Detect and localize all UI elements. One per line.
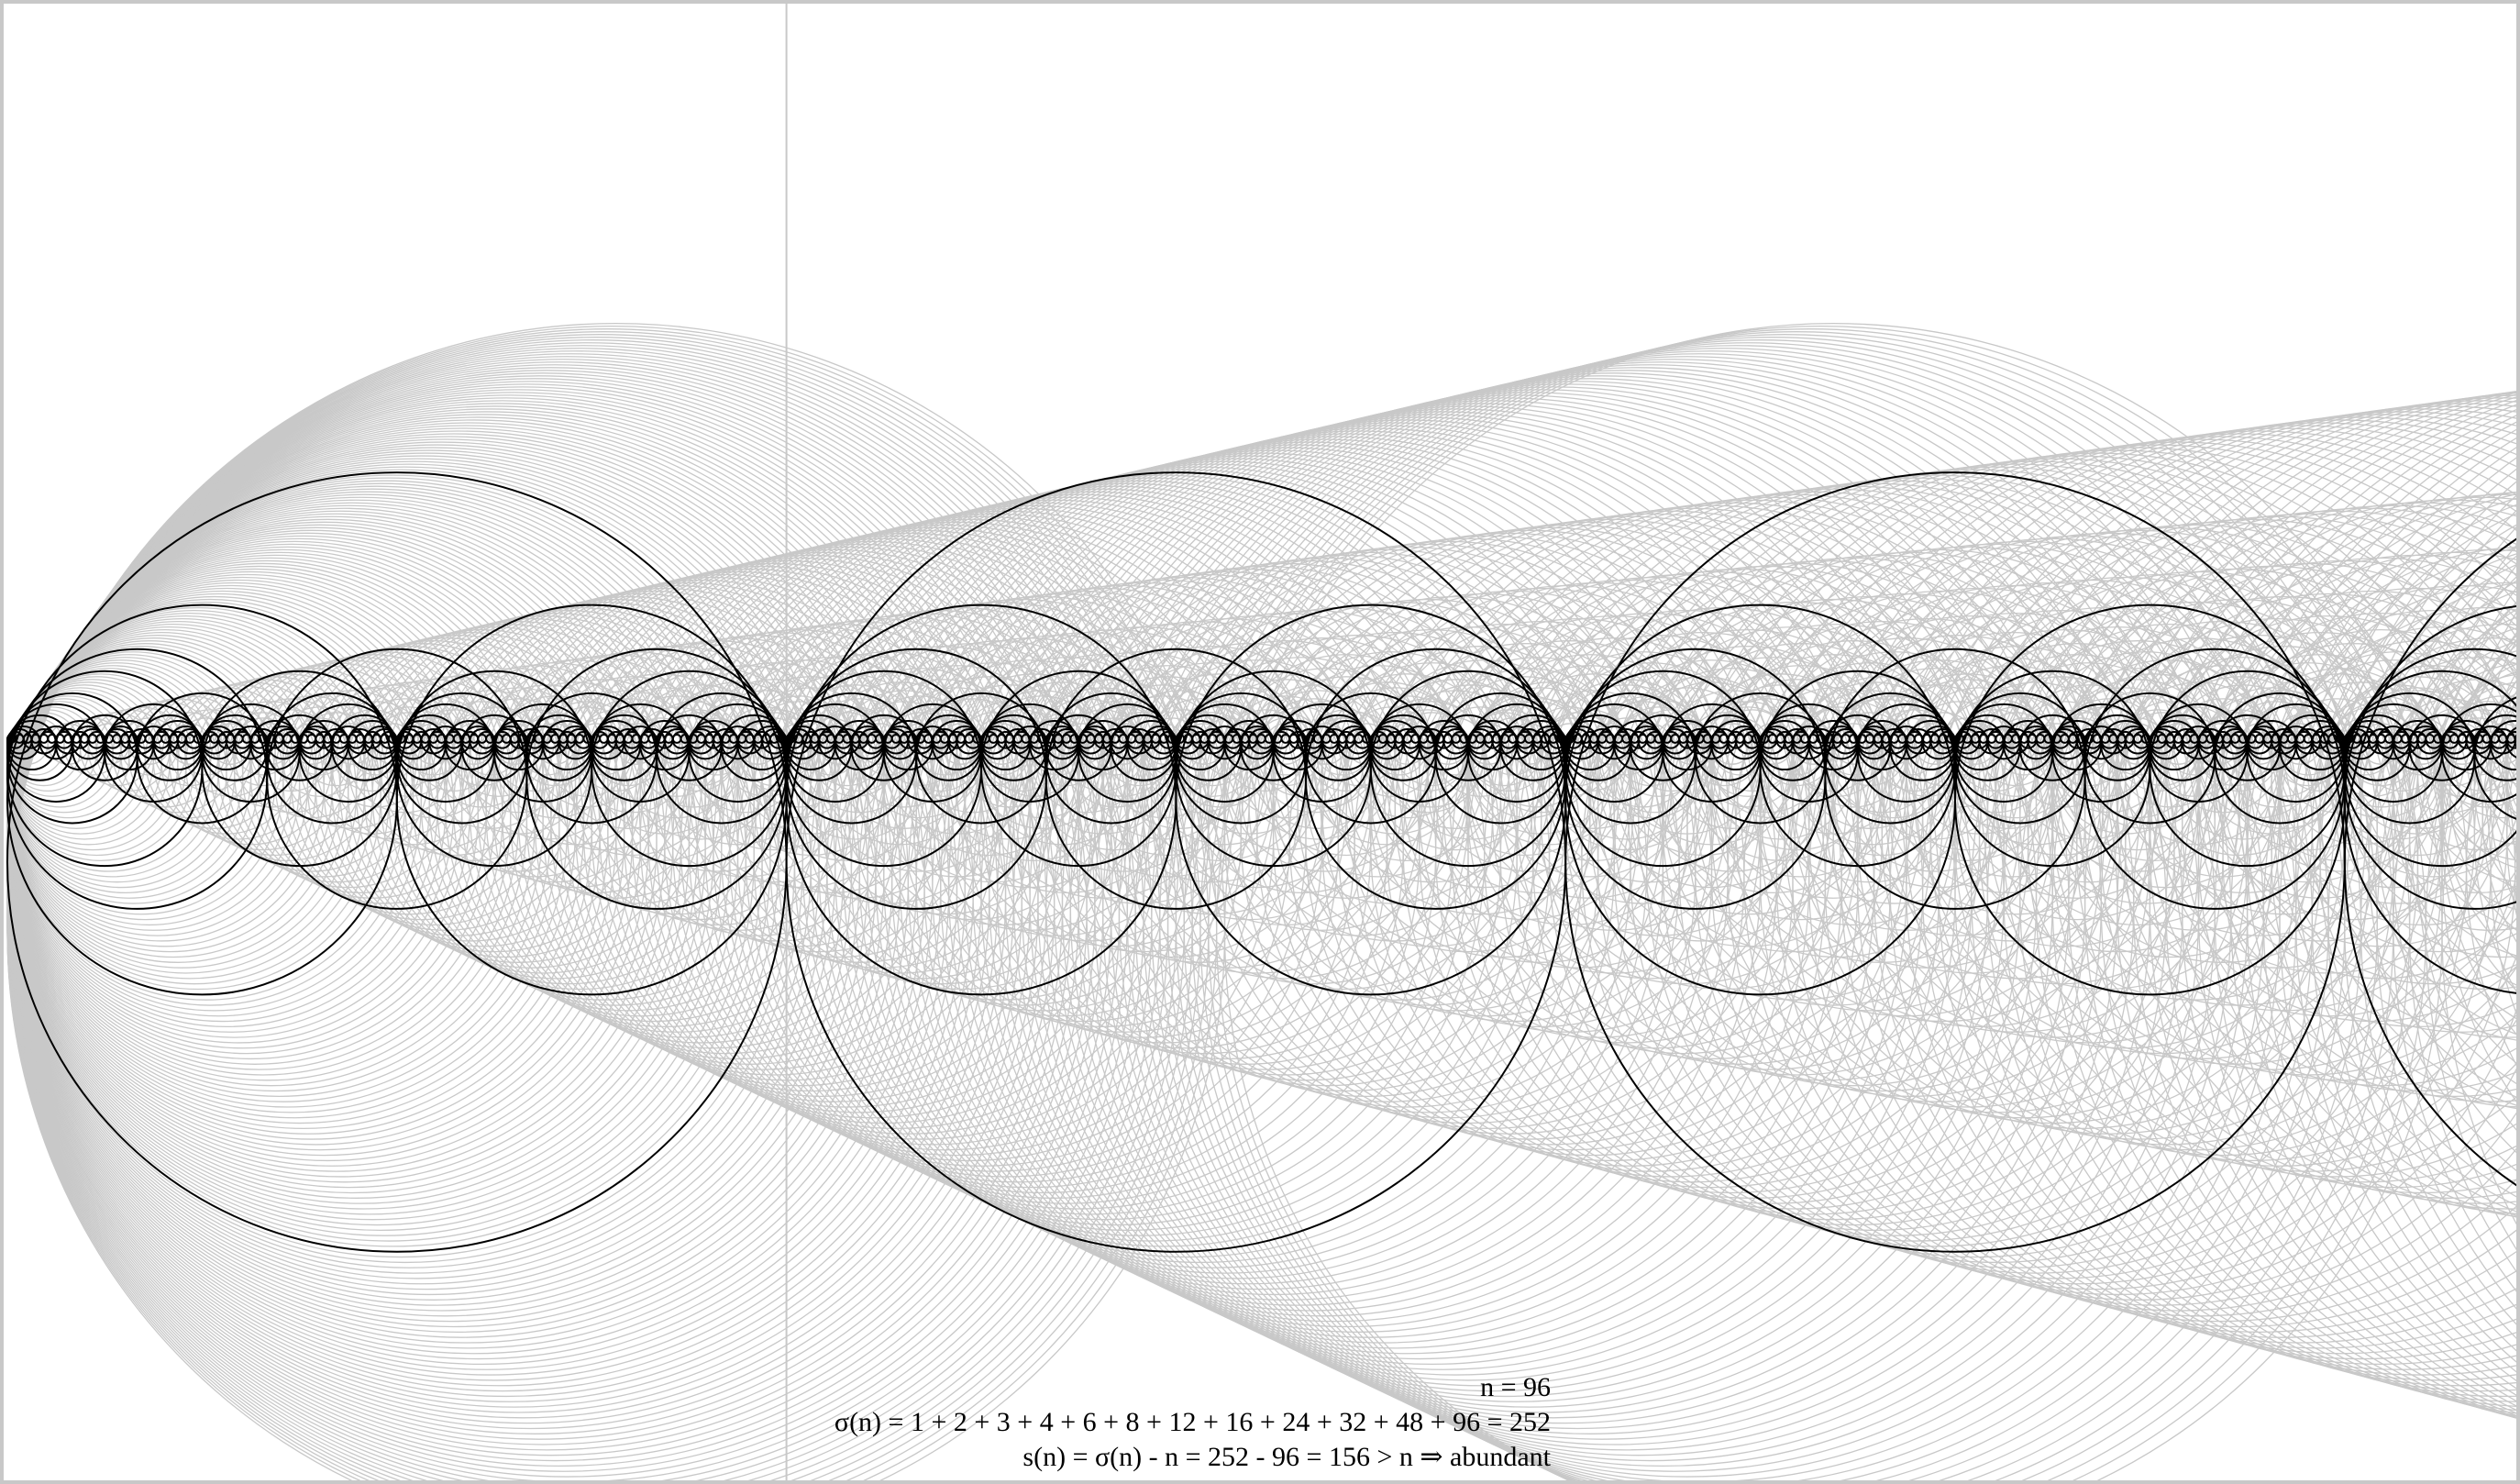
non-divisor-circle (2449, 655, 2516, 931)
non-divisor-circle (2028, 507, 2516, 1183)
non-divisor-circle (2506, 759, 2516, 916)
divisor-circle (2473, 696, 2516, 820)
non-divisor-circle (1954, 405, 2516, 1381)
non-divisor-circle (2149, 493, 2516, 1210)
non-divisor-circle (2401, 608, 2516, 1020)
non-divisor-circle (1808, 430, 2516, 1333)
divisor-circle (2505, 726, 2516, 759)
non-divisor-circle (2490, 725, 2516, 1015)
non-divisor-circle (2416, 601, 2516, 1131)
non-divisor-circle (1857, 422, 2516, 1349)
non-divisor-circle (2441, 639, 2516, 1225)
non-divisor-circle (2247, 497, 2516, 1216)
non-divisor-circle (2441, 663, 2516, 890)
divisor-circle (2514, 734, 2516, 749)
non-divisor-circle (2222, 493, 2516, 1218)
non-divisor-circle (2311, 481, 2516, 1363)
caption-aliquot-sum: s(n) = σ(n) - n = 252 - 96 = 156 > n ⇒ a… (1022, 1442, 1551, 1472)
non-divisor-circle (2051, 504, 2516, 1189)
non-divisor-circle (2197, 491, 2516, 1217)
non-divisor-circle (2344, 564, 2516, 1098)
non-divisor-circle (2319, 524, 2516, 1198)
non-divisor-circle (2133, 396, 2516, 1419)
divisor-circle (2490, 719, 2516, 771)
non-divisor-circle (2076, 502, 2516, 1194)
non-divisor-circle (1824, 427, 2516, 1338)
non-divisor-circle (1889, 416, 2516, 1360)
non-divisor-circle (2165, 404, 2516, 1416)
non-divisor-circle (2198, 415, 2516, 1411)
non-divisor-circle (2173, 492, 2516, 1214)
non-divisor-circle (2182, 409, 2516, 1414)
non-divisor-circle (2295, 468, 2516, 1373)
non-divisor-circle (2247, 547, 2516, 1108)
non-divisor-circle (2416, 650, 2516, 911)
non-divisor-circle (2376, 544, 2516, 1310)
non-divisor-circle (2441, 634, 2516, 1035)
caption-n: n = 96 (1480, 1372, 1551, 1402)
non-divisor-circle (2466, 671, 2516, 1066)
non-divisor-circle (2230, 428, 2516, 1402)
non-divisor-circle (2311, 553, 2516, 1106)
caption-sigma: σ(n) = 1 + 2 + 3 + 4 + 6 + 8 + 12 + 16 +… (834, 1407, 1551, 1437)
non-divisor-circle (2376, 580, 2516, 1084)
non-divisor-circle (2393, 576, 2516, 1154)
non-divisor-circle (2051, 391, 2516, 1412)
non-divisor-circle (2409, 603, 2516, 1064)
non-divisor-circle (2506, 736, 2516, 854)
non-divisor-circle (2514, 833, 2516, 910)
non-divisor-circle (2393, 679, 2516, 851)
non-divisor-circle (2344, 510, 2516, 1339)
non-divisor-circle (2149, 400, 2516, 1418)
non-divisor-circle (2490, 700, 2516, 863)
non-divisor-circle (1929, 518, 2516, 1161)
divisor-circles (6, 471, 2516, 1253)
non-divisor-circle (2262, 447, 2516, 1390)
non-divisor-circle (2084, 391, 2516, 1417)
non-divisor-circle (2473, 680, 2516, 992)
non-divisor-circle (2506, 726, 2516, 821)
non-divisor-circle (2222, 629, 2516, 947)
non-divisor-circle (2490, 703, 2516, 905)
non-divisor-circle (2068, 391, 2516, 1414)
non-divisor-circle (2360, 591, 2516, 1035)
non-divisor-circle (2295, 513, 2516, 1206)
non-divisor-circle (2036, 393, 2516, 1407)
non-divisor-circle (2441, 632, 2516, 1102)
non-divisor-circle (2279, 457, 2516, 1381)
divisor-circles-diagram (6, 4, 2516, 1480)
non-divisor-circle (2247, 437, 2516, 1396)
non-divisor-circle (2271, 651, 2516, 904)
non-divisor-circles (6, 323, 2516, 1480)
non-divisor-circle (1873, 419, 2516, 1355)
non-divisor-circle (2100, 392, 2516, 1418)
divisor-circle (2343, 648, 2516, 910)
caption-block: n = 96 σ(n) = 1 + 2 + 3 + 4 + 6 + 8 + 12… (834, 1370, 1551, 1475)
non-divisor-circle (2490, 704, 2516, 817)
non-divisor-circle (2360, 526, 2516, 1325)
divisor-circle (2343, 537, 2516, 1187)
non-divisor-circle (1906, 414, 2516, 1365)
non-divisor-circle (2271, 504, 2516, 1213)
non-divisor-circle (2481, 691, 2516, 943)
non-divisor-circle (2327, 494, 2516, 1352)
non-divisor-circle (1840, 425, 2516, 1344)
non-divisor-circle (1954, 515, 2516, 1167)
non-divisor-circle (2368, 555, 2516, 1171)
non-divisor-circle (2214, 421, 2516, 1407)
non-divisor-circle (2409, 586, 2516, 1273)
non-divisor-circle (2319, 581, 2516, 1041)
non-divisor-circle (2425, 611, 2516, 1250)
non-divisor-circle (2125, 496, 2516, 1204)
divisor-circle (2343, 605, 2516, 994)
non-divisor-circle (2019, 394, 2516, 1402)
non-divisor-circle (2100, 499, 2516, 1199)
non-divisor-circle (2117, 393, 2516, 1419)
non-divisor-circle (2279, 548, 2516, 1110)
